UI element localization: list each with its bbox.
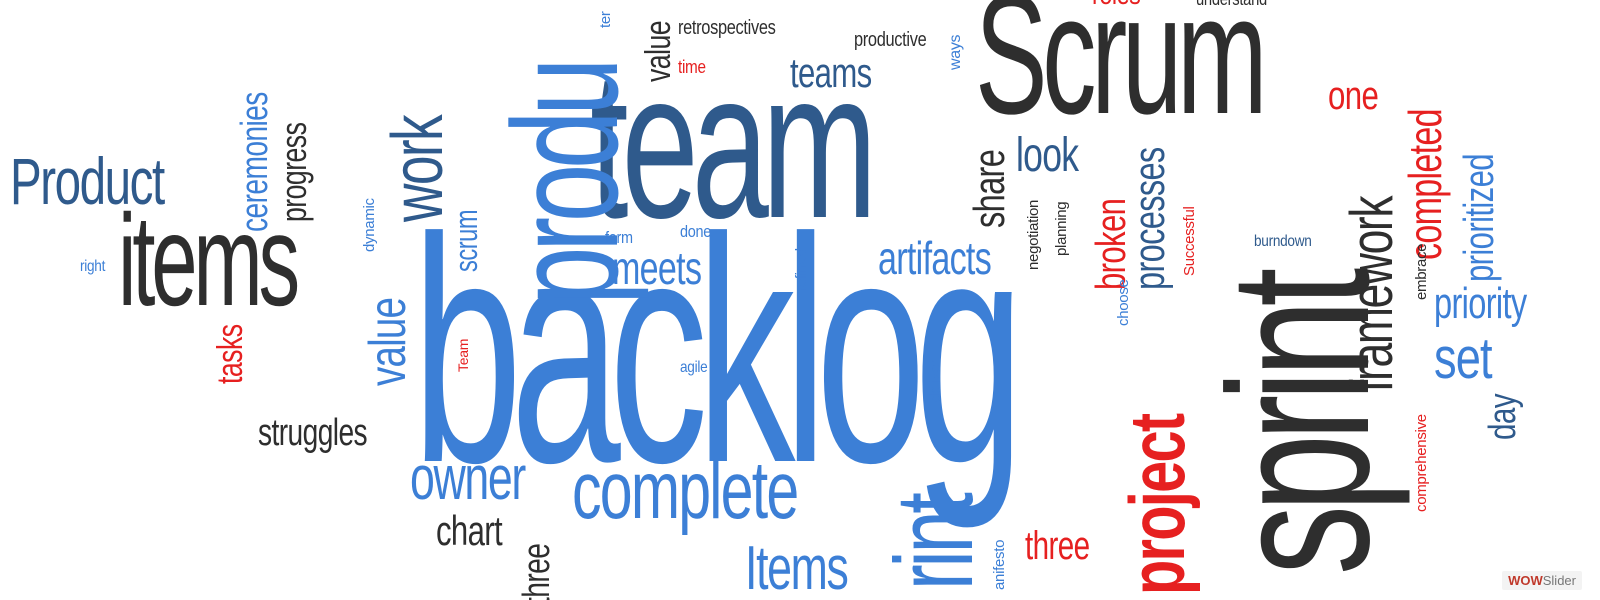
word-day: day — [1482, 393, 1524, 440]
word-set: set — [1434, 326, 1493, 391]
word-ter: ter — [597, 11, 614, 28]
word-backlog: backlog — [412, 171, 1024, 529]
word-prioritized: prioritized — [1455, 154, 1502, 282]
word-processes: processes — [1125, 147, 1174, 290]
word-embrace: embrace — [1413, 243, 1430, 300]
word-right: right — [80, 258, 106, 275]
watermark-part-1: WOW — [1508, 573, 1543, 588]
word-one: one — [1328, 74, 1379, 118]
word-broken: broken — [1087, 198, 1134, 290]
word-product: Product — [10, 144, 165, 218]
word-team: team — [590, 27, 877, 262]
word-roles: roles — [1092, 0, 1141, 10]
word-struggles: struggles — [258, 412, 368, 454]
word-chart: chart — [436, 507, 503, 554]
word-rint: rint — [873, 495, 996, 590]
word-planning: planning — [1053, 201, 1070, 256]
word-artifacts: artifacts — [878, 232, 992, 284]
word-progress: progress — [273, 122, 314, 222]
word-items-capital: Items — [745, 534, 849, 600]
word-choose: choose — [1115, 279, 1132, 326]
word-negotiation: negotiation — [1025, 199, 1042, 270]
word-time: time — [678, 57, 706, 77]
word-meets: meets — [612, 242, 702, 294]
word-form: form — [605, 228, 633, 247]
word-framework: framework — [1338, 196, 1405, 392]
word-completed: completed — [1399, 109, 1451, 260]
word-scrum-large: Scrum — [975, 0, 1268, 150]
word-ways: ways — [947, 34, 964, 70]
word-agile: agile — [680, 359, 708, 376]
word-done: done — [680, 222, 711, 241]
watermark-part-2: Slider — [1542, 573, 1576, 588]
word-refined: refined — [793, 248, 810, 292]
word-owner: owner — [410, 444, 526, 513]
word-ceremonies: ceremonies — [234, 92, 276, 233]
slider-watermark: WOWSlider — [1502, 571, 1582, 590]
word-manifesto: anifesto — [991, 539, 1008, 590]
word-work: work — [378, 115, 458, 222]
word-share: share — [965, 149, 1014, 228]
word-three-left: three — [516, 543, 558, 600]
word-productive: productive — [854, 29, 927, 51]
word-understand: understand — [1196, 0, 1267, 8]
word-items: items — [118, 187, 300, 333]
word-complete: complete — [572, 445, 799, 536]
word-tasks: tasks — [209, 324, 250, 384]
word-teams: teams — [790, 49, 872, 96]
word-value-left: value — [359, 297, 417, 386]
word-deliver: deliver — [927, 359, 944, 402]
word-dynamic: dynamic — [361, 198, 378, 252]
word-scrum-small: scrum — [448, 209, 484, 272]
word-successful: Successful — [1181, 206, 1198, 276]
word-team-small: Team — [455, 338, 471, 372]
word-value-top: value — [637, 20, 678, 83]
word-three-right: three — [1025, 524, 1090, 568]
word-look: look — [1016, 129, 1079, 182]
word-project: project — [1113, 414, 1201, 595]
word-priority: priority — [1434, 279, 1527, 328]
word-burndown: burndown — [1254, 233, 1312, 250]
word-retrospectives: retrospectives — [678, 17, 776, 39]
word-comprehensive: comprehensive — [1413, 414, 1430, 512]
